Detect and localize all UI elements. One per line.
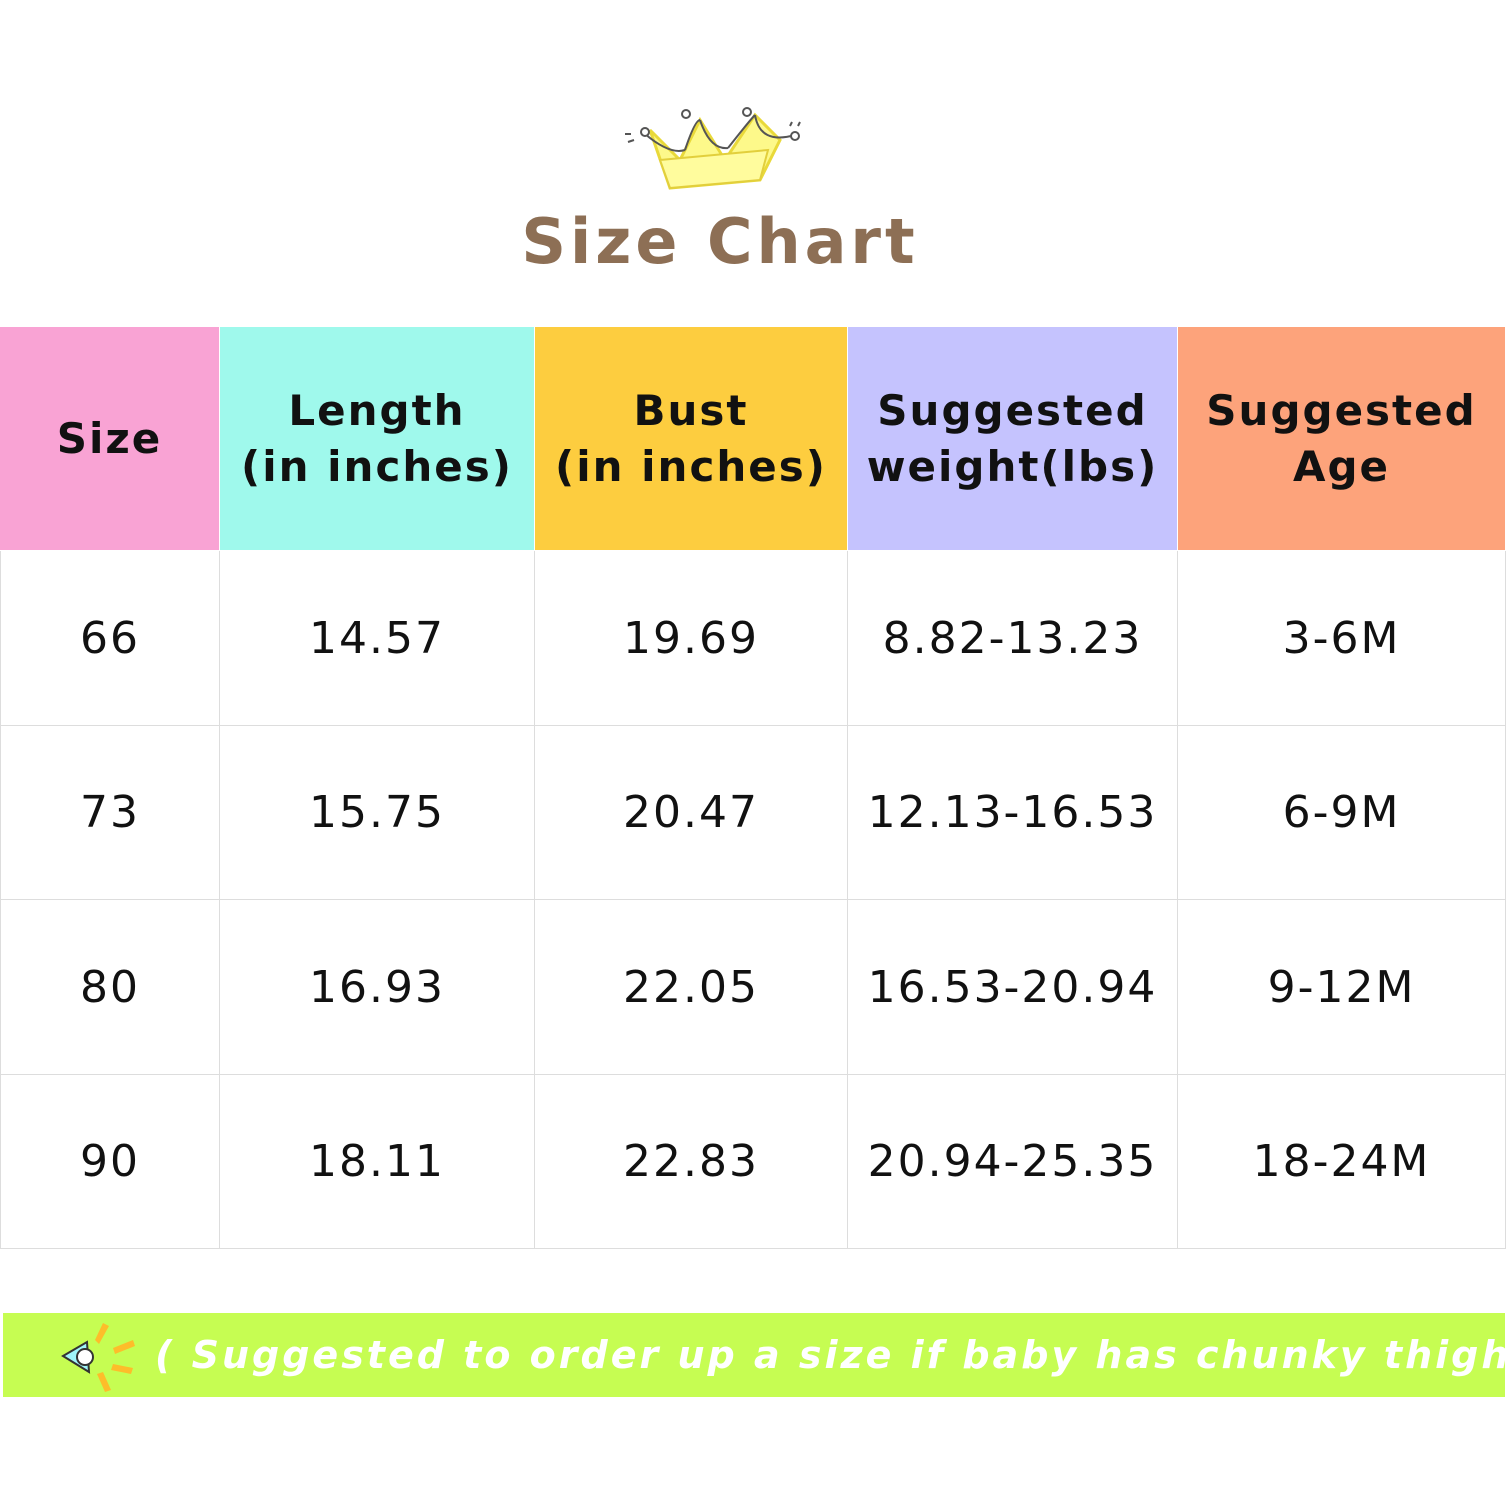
note-bar [3, 1313, 1505, 1397]
header-cell: Suggested Age [1178, 327, 1506, 551]
header-cell: Size [0, 327, 220, 551]
table-cell: 22.83 [535, 1075, 848, 1249]
table-cell: 6-9M [1178, 726, 1506, 900]
megaphone-icon [61, 1323, 135, 1392]
table-cell: 19.69 [535, 551, 848, 726]
header-text: weight(lbs) [866, 441, 1159, 491]
table-cell: 14.57 [220, 551, 535, 726]
table-cell: 8.82-13.23 [848, 551, 1178, 726]
table-cell: 15.75 [220, 726, 535, 900]
table-cell: 80 [0, 900, 220, 1075]
header-text: Length [288, 385, 466, 435]
table-cell: 20.47 [535, 726, 848, 900]
table-cell: 90 [0, 1075, 220, 1249]
table-cell: 18.11 [220, 1075, 535, 1249]
header-text: Size [56, 413, 163, 463]
header-cell: Bust (in inches) [535, 327, 848, 551]
header-text: Bust [633, 385, 749, 435]
header-cell: Suggested weight(lbs) [848, 327, 1178, 551]
table-cell: 73 [0, 726, 220, 900]
header-text: Suggested [1206, 385, 1477, 435]
table-cell: 16.93 [220, 900, 535, 1075]
table-cell: 12.13-16.53 [848, 726, 1178, 900]
table-cell: 3-6M [1178, 551, 1506, 726]
table-cell: 66 [0, 551, 220, 726]
note-text: ( Suggested to order up a size if baby h… [155, 1333, 1508, 1377]
title: Size Chart [521, 205, 919, 278]
header-text: (in inches) [555, 441, 827, 491]
table-cell: 22.05 [535, 900, 848, 1075]
header-text: (in inches) [241, 441, 513, 491]
table-cell: 18-24M [1178, 1075, 1506, 1249]
header-cell: Length (in inches) [220, 327, 535, 551]
crown-icon [625, 107, 801, 190]
table-cell: 16.53-20.94 [848, 900, 1178, 1075]
header-text: Suggested [877, 385, 1148, 435]
header-text: Age [1292, 441, 1391, 491]
table-cell: 9-12M [1178, 900, 1506, 1075]
table-cell: 20.94-25.35 [848, 1075, 1178, 1249]
